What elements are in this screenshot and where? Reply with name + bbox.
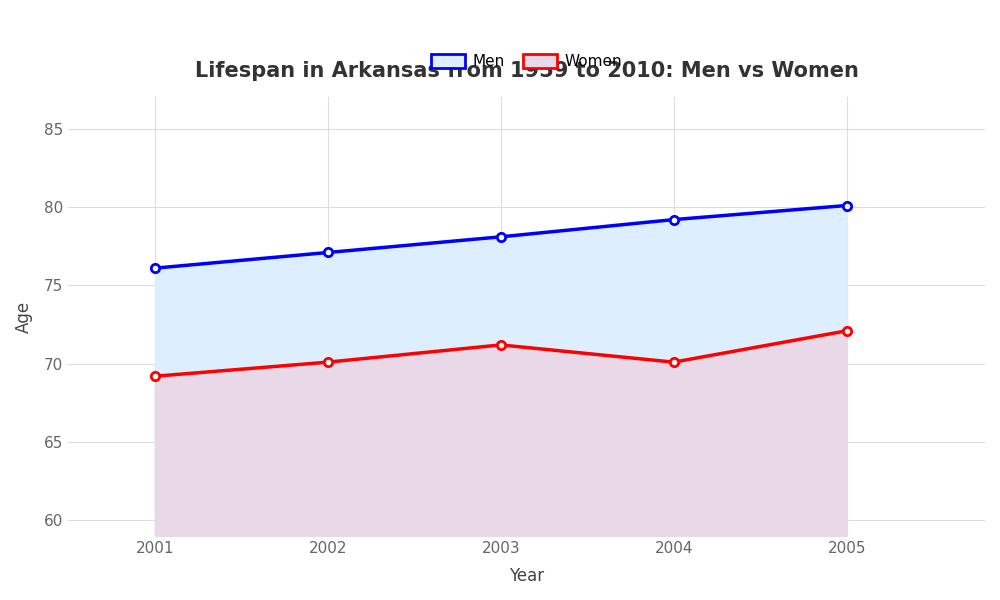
Legend: Men, Women: Men, Women — [425, 48, 628, 76]
Title: Lifespan in Arkansas from 1959 to 2010: Men vs Women: Lifespan in Arkansas from 1959 to 2010: … — [195, 61, 859, 80]
Y-axis label: Age: Age — [15, 301, 33, 333]
X-axis label: Year: Year — [509, 567, 544, 585]
